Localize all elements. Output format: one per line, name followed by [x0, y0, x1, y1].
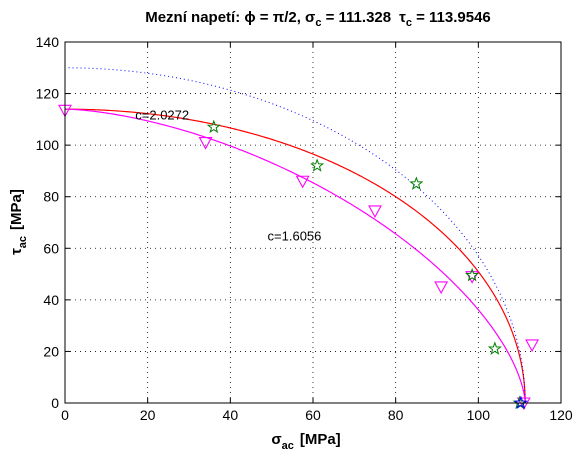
grid — [65, 42, 561, 403]
x-tick-label: 80 — [388, 407, 404, 423]
star-marker — [310, 158, 325, 172]
y-tick-label: 120 — [36, 86, 60, 102]
y-tick-label: 20 — [43, 343, 59, 359]
triangle-marker — [525, 339, 539, 353]
star-marker — [513, 395, 528, 410]
curve-annotation: c=2.0272 — [135, 107, 189, 122]
y-axis-label: τac [MPa] — [8, 189, 29, 255]
title-tau-sub: c — [406, 17, 412, 29]
chart-title: Mezní napetí: ϕ = π/2, σc = 111.328 τc = … — [145, 9, 491, 29]
y-axis-symbol: τ — [8, 248, 25, 255]
triangle-marker — [295, 175, 310, 189]
y-axis-unit: [MPa] — [8, 189, 25, 230]
x-axis-label: σac [MPa] — [271, 431, 340, 452]
y-tick-label: 80 — [43, 189, 59, 205]
y-tick-label: 60 — [43, 240, 59, 256]
x-axis-unit: [MPa] — [300, 431, 341, 448]
star-marker — [206, 119, 221, 134]
curve-1 — [65, 108, 526, 404]
y-axis-sub: ac — [17, 236, 29, 248]
title-phi: ϕ = π/2, — [244, 9, 305, 26]
title-sigma-value: = 111.328 — [321, 9, 391, 26]
y-tick-label: 100 — [36, 137, 60, 153]
markers — [58, 104, 539, 411]
triangle-marker — [198, 137, 213, 150]
title-prefix: Mezní napetí: — [145, 9, 244, 26]
star-marker — [465, 267, 480, 282]
x-tick-label: 60 — [305, 407, 321, 423]
x-tick-label: 20 — [140, 407, 156, 423]
star-marker — [487, 341, 502, 355]
x-tick-label: 40 — [223, 407, 239, 423]
title-sigma-symbol: σ — [305, 9, 315, 26]
title-sigma-sub: c — [315, 17, 321, 29]
y-tick-label: 140 — [36, 34, 60, 50]
triangle-marker — [434, 281, 449, 295]
axis-ticks: 0 20 40 60 80 100 120 0 20 40 60 80 100 120 140 — [36, 34, 573, 423]
x-axis-sub: ac — [282, 440, 294, 452]
star-marker — [409, 176, 424, 190]
title-tau-value: = 113.9546 — [412, 9, 491, 26]
x-tick-label: 0 — [61, 407, 69, 423]
curves — [65, 67, 526, 404]
y-tick-label: 0 — [51, 395, 59, 411]
x-tick-label: 100 — [467, 407, 491, 423]
annotations: c=2.0272 c=1.6056 — [135, 107, 321, 243]
curve-3 — [65, 67, 526, 404]
x-tick-label: 120 — [549, 407, 573, 423]
curve-2 — [65, 108, 526, 404]
y-tick-label: 40 — [43, 292, 59, 308]
curve-annotation: c=1.6056 — [268, 229, 322, 244]
x-axis-symbol: σ — [271, 431, 281, 448]
title-tau-symbol: τ — [399, 9, 406, 26]
triangle-marker — [368, 205, 382, 219]
